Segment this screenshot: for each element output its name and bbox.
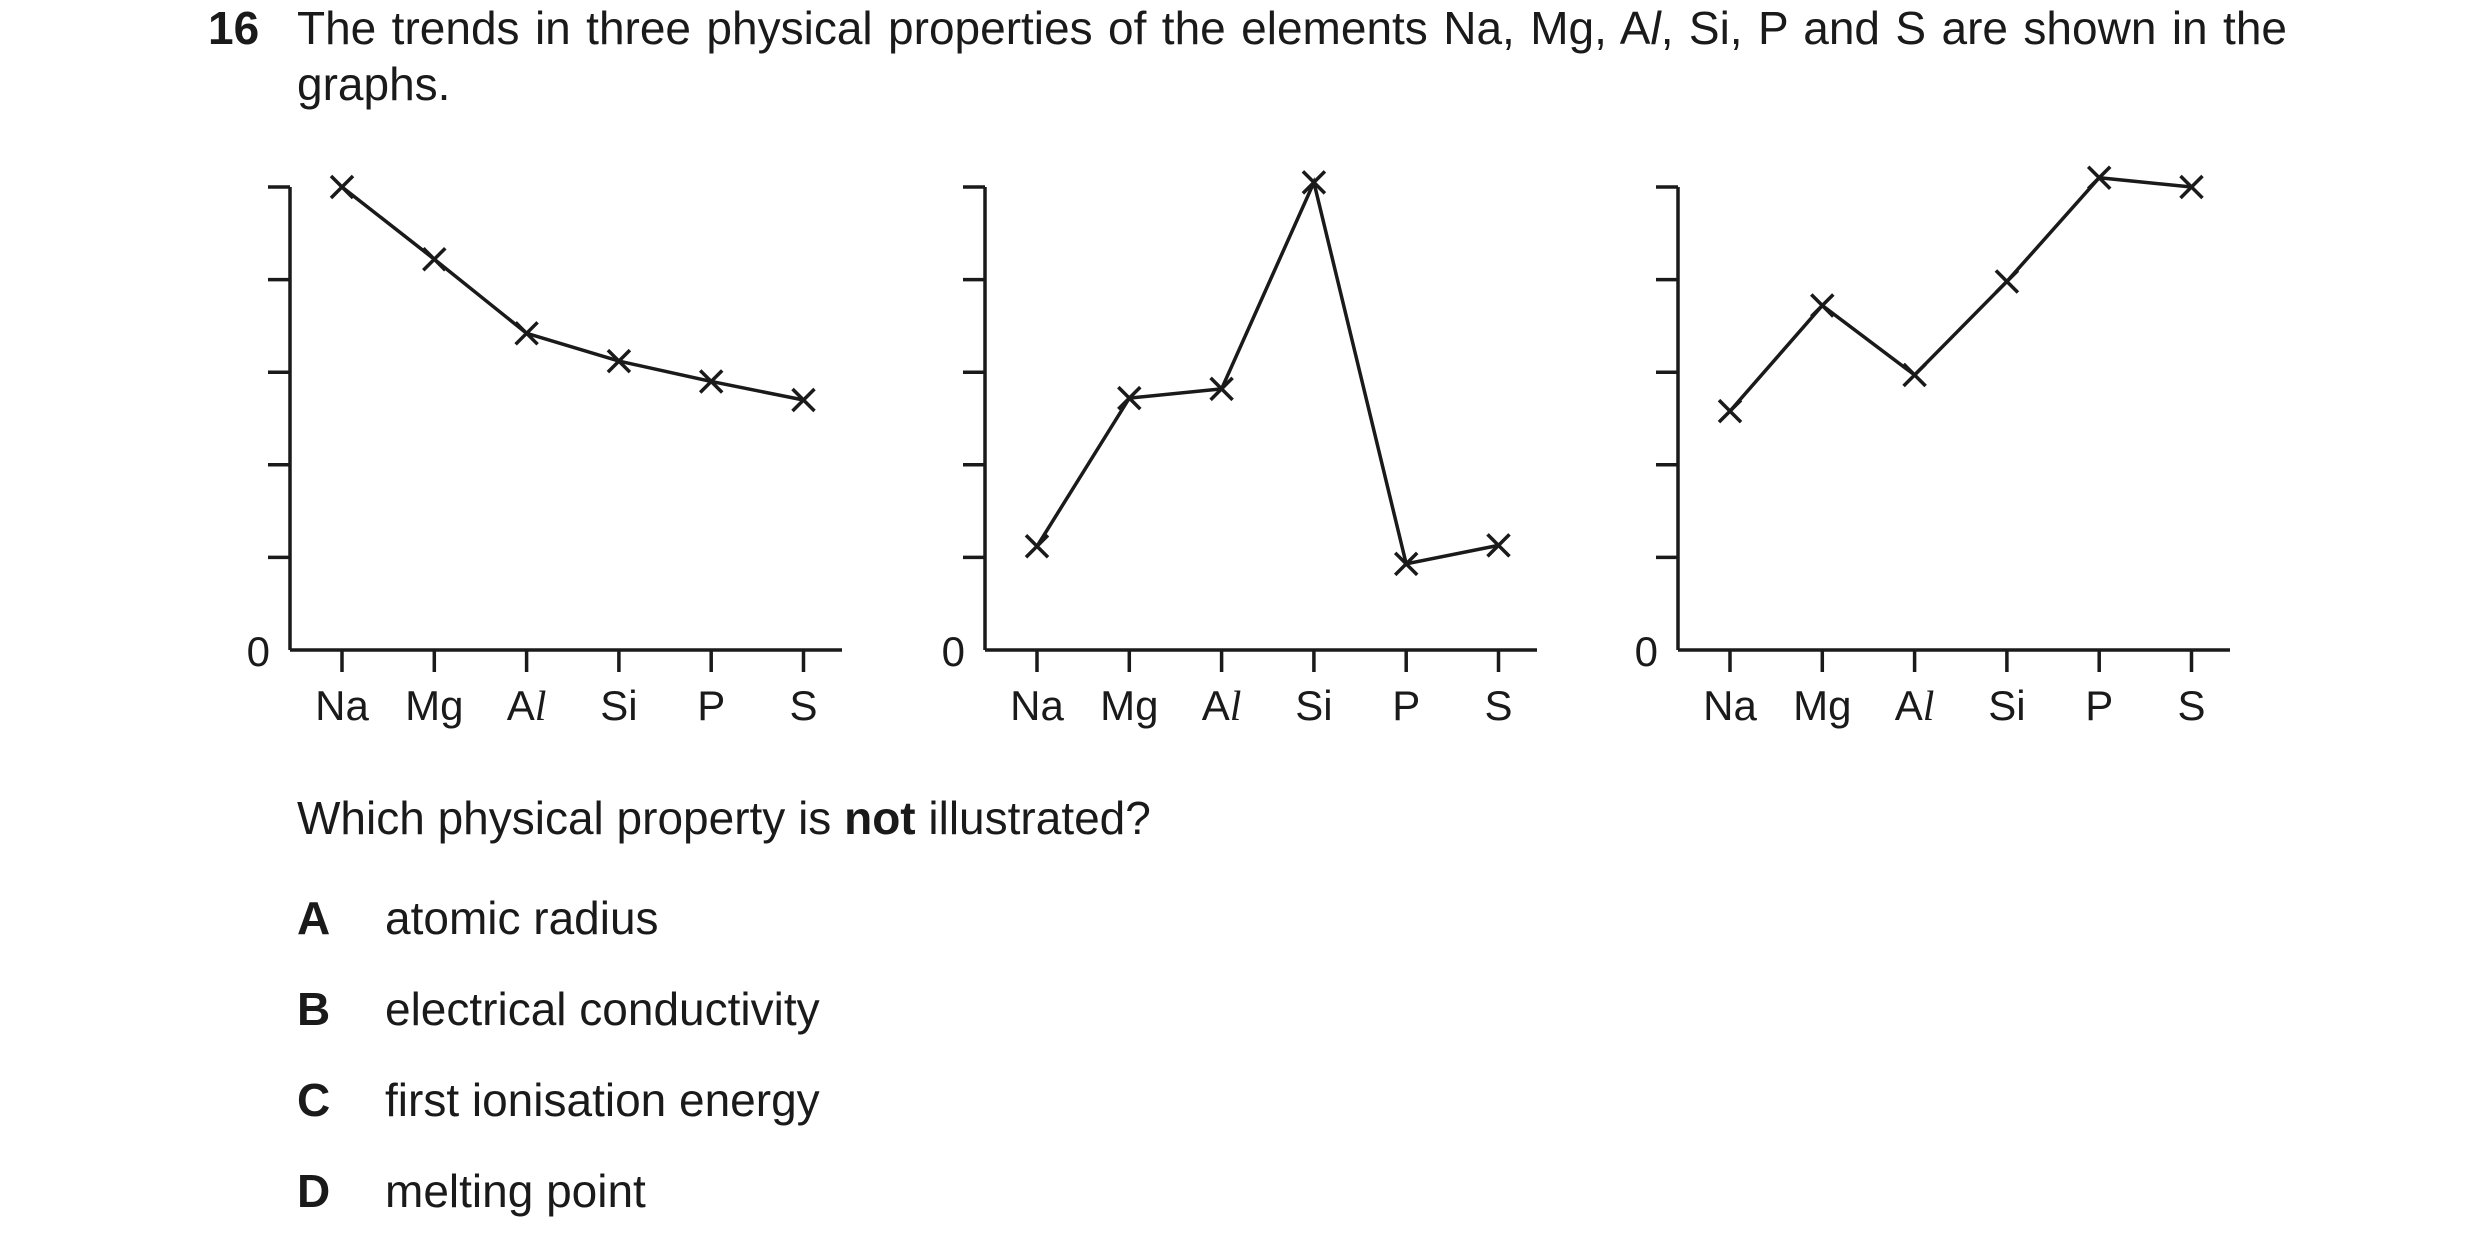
- chart-1-series-line: [340, 185, 804, 402]
- chart-3-point-si: [1994, 269, 2020, 294]
- option-b-text: electrical conductivity: [385, 983, 820, 1035]
- chart-3-y-origin-label: 0: [1635, 628, 1658, 675]
- chart-1-x-tick-label-3: Al: [507, 682, 547, 730]
- option-c-letter: C: [297, 1074, 331, 1126]
- question-text: The trends in three physical properties …: [297, 0, 2287, 112]
- question-text-al-italic: l: [1650, 2, 1661, 54]
- chart-1-point-al: [514, 321, 539, 346]
- chart-1-point-si: [606, 348, 632, 374]
- chart-2-point-mg: [1117, 385, 1142, 411]
- prompt-part-2: illustrated?: [915, 792, 1151, 844]
- chart-3-x-tick-label-2: Mg: [1793, 682, 1851, 729]
- prompt-bold-word: not: [844, 792, 916, 844]
- chart-1-point-s: [791, 387, 816, 413]
- option-d-letter: D: [297, 1165, 331, 1217]
- chart-1-point-na: [329, 174, 355, 200]
- option-a-letter: A: [297, 892, 331, 944]
- chart-3-x-tick-label-6: S: [2177, 682, 2205, 729]
- chart-1-x-tick-label-5: P: [697, 682, 725, 729]
- chart-3-point-al: [1902, 362, 1927, 388]
- chart-3-series-line: [1728, 175, 2192, 413]
- question-text-part-1: The trends in three physical properties …: [297, 2, 1651, 54]
- chart-3-point-p: [2086, 165, 2112, 190]
- chart-1-y-origin-label: 0: [247, 628, 270, 675]
- option-a-text: atomic radius: [385, 892, 659, 944]
- chart-3-point-mg: [1810, 293, 1835, 318]
- sub-question-prompt: Which physical property is not illustrat…: [297, 790, 1151, 846]
- chart-2-y-origin-label: 0: [942, 628, 965, 675]
- chart-2-point-s: [1486, 533, 1511, 558]
- option-c-text: first ionisation energy: [385, 1074, 820, 1126]
- chart-3-point-na: [1717, 398, 1743, 424]
- chart-1-x-tick-label-2: Mg: [405, 682, 463, 729]
- chart-2-point-si: [1301, 170, 1327, 195]
- chart-1-x-tick-label-6: S: [789, 682, 817, 729]
- chart-3-point-s: [2179, 174, 2204, 200]
- prompt-part-1: Which physical property is: [297, 792, 845, 844]
- chart-1-point-p: [698, 369, 724, 394]
- question-number: 16: [208, 2, 260, 54]
- option-d-text: melting point: [385, 1165, 646, 1217]
- chart-2-x-tick-label-5: P: [1392, 682, 1420, 729]
- chart-2-point-al: [1209, 376, 1234, 402]
- chart-2-point-p: [1393, 551, 1419, 577]
- chart-3-x-tick-label-4: Si: [1988, 682, 2025, 729]
- chart-3-x-tick-label-1: Na: [1703, 682, 1757, 729]
- chart-2-x-tick-label-6: S: [1484, 682, 1512, 729]
- chart-1-x-tick-label-4: Si: [600, 682, 637, 729]
- chart-1-x-tick-label-1: Na: [315, 682, 369, 729]
- chart-3-x-tick-label-3: Al: [1895, 682, 1935, 730]
- chart-2-x-tick-label-1: Na: [1010, 682, 1064, 729]
- chart-2-x-tick-label-3: Al: [1202, 682, 1242, 730]
- chart-2-point-na: [1024, 534, 1050, 559]
- question-text-part-2: , Si, P and S are shown in the graphs.: [297, 2, 2287, 110]
- chart-3-x-tick-label-5: P: [2085, 682, 2113, 729]
- charts-area: 0 Na Mg Al Si P S 0 Na Mg Al Si P S 0 Na Mg Al Si P S: [247, 165, 2230, 730]
- option-b-letter: B: [297, 983, 331, 1035]
- chart-1-point-mg: [422, 246, 447, 272]
- chart-2-x-tick-label-4: Si: [1295, 682, 1332, 729]
- chart-2-x-tick-label-2: Mg: [1100, 682, 1158, 729]
- chart-2-series-line: [1035, 176, 1499, 566]
